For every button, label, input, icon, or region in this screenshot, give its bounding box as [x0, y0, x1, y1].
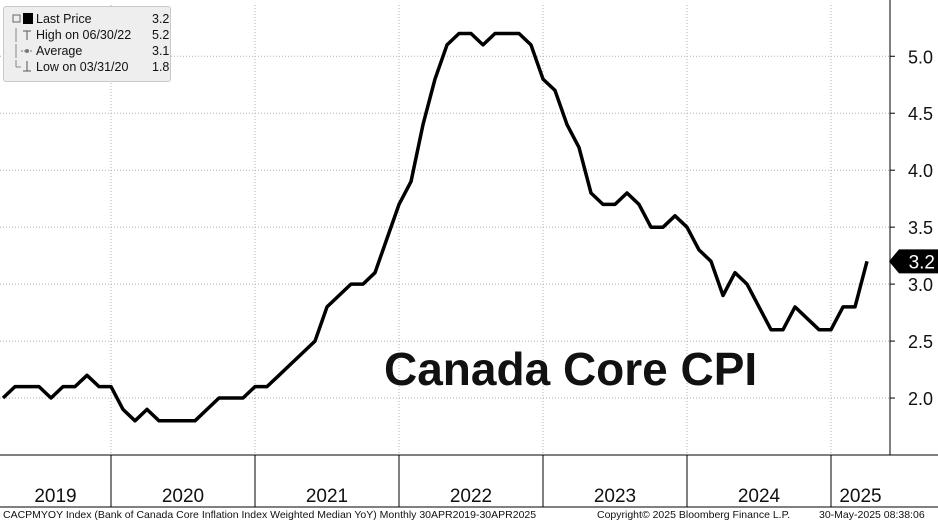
footer: CACPMYOY Index (Bank of Canada Core Infl…	[0, 507, 938, 525]
last-value-tag: 3.2	[909, 252, 935, 273]
legend: Last Price 3.2 High on 06/30/22 5.2 Aver…	[3, 6, 171, 82]
average-marker-icon	[15, 44, 33, 58]
y-tick-label-5.0: 5.0	[908, 47, 933, 67]
y-tick-label-4.5: 4.5	[908, 104, 933, 124]
year-labels: 2019 2020 2021 2022 2023 2024 2025	[34, 486, 881, 507]
gridlines	[0, 5, 890, 455]
last-price-icon	[12, 13, 33, 24]
year-label-2021: 2021	[306, 486, 348, 507]
last-value-tag-group: 3.2	[889, 249, 938, 274]
legend-last-price-label: Last Price	[36, 12, 92, 26]
year-label-2022: 2022	[450, 486, 492, 507]
axes	[0, 0, 938, 508]
footer-timestamp: 30-May-2025 08:38:06	[819, 509, 925, 521]
legend-low-label: Low on 03/31/20	[36, 60, 129, 74]
footer-copyright: Copyright© 2025 Bloomberg Finance L.P.	[597, 509, 791, 521]
chart-annotation-title: Canada Core CPI	[384, 343, 758, 395]
legend-average-label: Average	[36, 44, 83, 58]
y-tick-label-3.5: 3.5	[908, 218, 933, 238]
year-label-2019: 2019	[34, 486, 76, 507]
year-label-2025: 2025	[839, 486, 881, 507]
legend-average-value: 3.1	[152, 44, 170, 58]
y-tick-labels: 2.0 2.5 3.0 3.5 4.0 4.5 5.0	[908, 47, 933, 409]
legend-last-price-value: 3.2	[152, 12, 170, 26]
y-tick-label-2.5: 2.5	[908, 332, 933, 352]
y-tick-label-4.0: 4.0	[908, 161, 933, 181]
series-lines	[1, 31, 869, 423]
y-tick-label-2.0: 2.0	[908, 389, 933, 409]
legend-low-value: 1.8	[152, 60, 170, 74]
low-marker-icon	[15, 60, 31, 72]
legend-high-label: High on 06/30/22	[36, 28, 132, 42]
legend-high-value: 5.2	[152, 28, 170, 42]
footer-source: CACPMYOY Index (Bank of Canada Core Infl…	[3, 509, 537, 521]
year-label-2024: 2024	[738, 486, 781, 507]
year-label-2020: 2020	[162, 486, 204, 507]
y-tick-label-3.0: 3.0	[908, 275, 933, 295]
last-value-tag-bg	[889, 249, 938, 274]
series-line-0	[1, 31, 869, 423]
year-label-2023: 2023	[594, 486, 636, 507]
high-marker-icon	[15, 28, 31, 42]
